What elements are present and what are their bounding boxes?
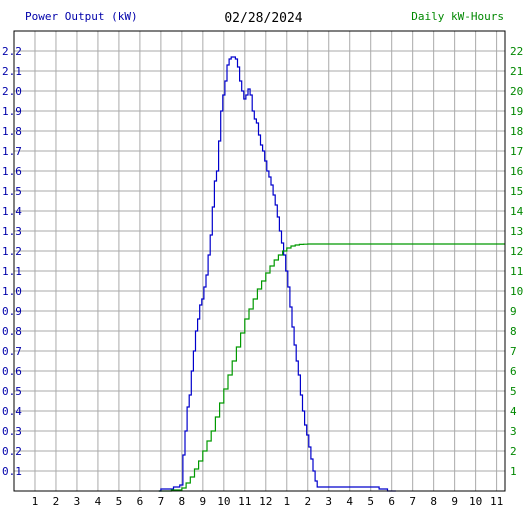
x-tick-label: 10 xyxy=(469,495,482,508)
right-y-tick-label: 9 xyxy=(510,305,517,318)
left-y-axis-ticks: 0.1 0.2 0.3 0.4 0.5 0.6 0.7 0.8 0.9 1.0 1.1 1.2 1.3 1… xyxy=(2,45,22,478)
x-tick-label: 4 xyxy=(346,495,353,508)
right-y-tick-label: 12 xyxy=(510,245,523,258)
left-y-tick-label: 2.0 xyxy=(2,85,22,98)
x-tick-label: 2 xyxy=(53,495,60,508)
x-tick-label: 8 xyxy=(179,495,186,508)
left-axis-title: Power Output (kW) xyxy=(25,10,138,23)
left-y-tick-label: 0.4 xyxy=(2,405,22,418)
right-y-tick-label: 7 xyxy=(510,345,517,358)
x-tick-label: 1 xyxy=(32,495,39,508)
right-y-tick-label: 1 xyxy=(510,465,517,478)
left-y-tick-label: 1.3 xyxy=(2,225,22,238)
x-tick-label: 8 xyxy=(430,495,437,508)
right-y-tick-label: 10 xyxy=(510,285,523,298)
left-y-tick-label: 1.8 xyxy=(2,125,22,138)
x-tick-label: 4 xyxy=(95,495,102,508)
x-tick-label: 9 xyxy=(451,495,458,508)
x-tick-label: 5 xyxy=(367,495,374,508)
right-y-tick-label: 22 xyxy=(510,45,523,58)
x-tick-label: 11 xyxy=(238,495,251,508)
left-y-tick-label: 0.3 xyxy=(2,425,22,438)
left-y-tick-label: 1.5 xyxy=(2,185,22,198)
x-tick-label: 6 xyxy=(137,495,144,508)
left-y-tick-label: 0.2 xyxy=(2,445,22,458)
left-y-tick-label: 1.4 xyxy=(2,205,22,218)
left-y-tick-label: 1.0 xyxy=(2,285,22,298)
right-y-tick-label: 13 xyxy=(510,225,523,238)
plot-frame xyxy=(13,30,506,492)
left-y-tick-label: 1.6 xyxy=(2,165,22,178)
left-y-tick-label: 0.7 xyxy=(2,345,22,358)
right-y-tick-label: 14 xyxy=(510,205,524,218)
right-y-tick-label: 20 xyxy=(510,85,523,98)
x-tick-label: 10 xyxy=(217,495,230,508)
power-output-series xyxy=(158,56,396,492)
left-y-tick-label: 0.8 xyxy=(2,325,22,338)
right-y-tick-label: 18 xyxy=(510,125,523,138)
x-tick-label: 9 xyxy=(200,495,207,508)
right-y-tick-label: 3 xyxy=(510,425,517,438)
left-y-tick-label: 2.1 xyxy=(2,65,22,78)
x-tick-label: 5 xyxy=(116,495,123,508)
x-tick-label: 1 xyxy=(283,495,290,508)
x-tick-label: 11 xyxy=(490,495,503,508)
x-tick-label: 7 xyxy=(409,495,416,508)
x-tick-label: 2 xyxy=(304,495,311,508)
right-y-tick-label: 15 xyxy=(510,185,523,198)
left-y-tick-label: 0.9 xyxy=(2,305,22,318)
right-y-tick-label: 2 xyxy=(510,445,517,458)
x-axis-ticks: 1 2 3 4 5 6 7 8 9 10 11 12 1 2 3 4 5 6 7 8 9 10 11 xyxy=(32,495,504,508)
right-axis-title: Daily kW-Hours xyxy=(411,10,504,23)
left-y-tick-label: 0.6 xyxy=(2,365,22,378)
left-y-tick-label: 1.1 xyxy=(2,265,22,278)
grid-lines xyxy=(14,31,505,491)
left-y-tick-label: 1.2 xyxy=(2,245,22,258)
x-tick-label: 7 xyxy=(158,495,165,508)
left-y-tick-label: 0.5 xyxy=(2,385,22,398)
right-y-tick-label: 21 xyxy=(510,65,523,78)
right-y-tick-label: 8 xyxy=(510,325,517,338)
right-y-tick-label: 16 xyxy=(510,165,523,178)
right-y-tick-label: 6 xyxy=(510,365,517,378)
left-y-tick-label: 0.1 xyxy=(2,465,22,478)
chart-date-title: 02/28/2024 xyxy=(224,11,303,26)
left-y-tick-label: 1.7 xyxy=(2,145,22,158)
x-tick-label: 3 xyxy=(325,495,332,508)
left-y-tick-label: 1.9 xyxy=(2,105,22,118)
x-tick-label: 6 xyxy=(388,495,395,508)
daily-kwh-series xyxy=(158,243,505,492)
right-y-tick-label: 5 xyxy=(510,385,517,398)
right-y-tick-label: 19 xyxy=(510,105,523,118)
x-tick-label: 12 xyxy=(259,495,272,508)
right-y-tick-label: 4 xyxy=(510,405,517,418)
right-y-tick-label: 11 xyxy=(510,265,523,278)
x-tick-label: 3 xyxy=(74,495,81,508)
right-y-tick-label: 17 xyxy=(510,145,523,158)
left-y-tick-label: 2.2 xyxy=(2,45,22,58)
series-lines xyxy=(158,56,505,492)
